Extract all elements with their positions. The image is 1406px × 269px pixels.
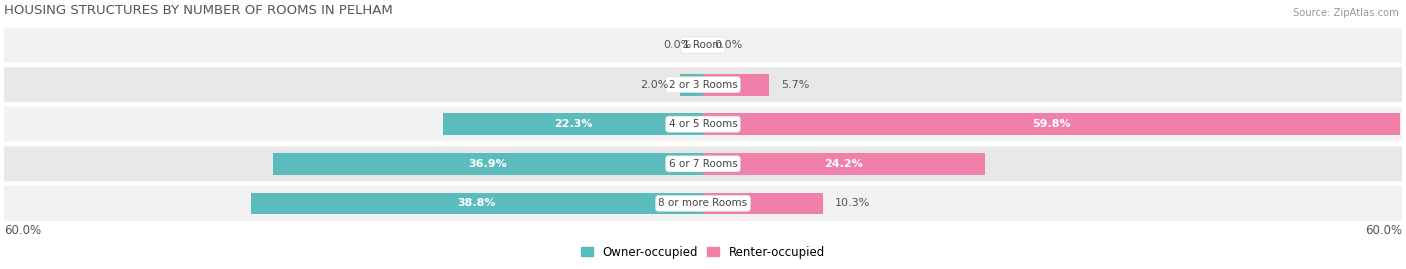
- Bar: [252, 193, 703, 214]
- Bar: [703, 153, 984, 175]
- Text: 59.8%: 59.8%: [1032, 119, 1070, 129]
- Text: 0.0%: 0.0%: [664, 40, 692, 50]
- Text: 8 or more Rooms: 8 or more Rooms: [658, 199, 748, 208]
- Text: 60.0%: 60.0%: [1365, 224, 1402, 237]
- FancyBboxPatch shape: [4, 28, 1402, 62]
- Text: 0.0%: 0.0%: [714, 40, 742, 50]
- Text: 24.2%: 24.2%: [824, 159, 863, 169]
- Legend: Owner-occupied, Renter-occupied: Owner-occupied, Renter-occupied: [576, 241, 830, 264]
- Text: 38.8%: 38.8%: [458, 199, 496, 208]
- Text: 5.7%: 5.7%: [782, 80, 810, 90]
- FancyBboxPatch shape: [4, 146, 1402, 181]
- Text: 36.9%: 36.9%: [468, 159, 508, 169]
- Text: HOUSING STRUCTURES BY NUMBER OF ROOMS IN PELHAM: HOUSING STRUCTURES BY NUMBER OF ROOMS IN…: [4, 4, 392, 17]
- Text: 2 or 3 Rooms: 2 or 3 Rooms: [669, 80, 737, 90]
- Text: 10.3%: 10.3%: [835, 199, 870, 208]
- FancyBboxPatch shape: [4, 67, 1402, 102]
- Text: 2.0%: 2.0%: [640, 80, 668, 90]
- FancyBboxPatch shape: [4, 107, 1402, 142]
- Bar: [703, 74, 769, 95]
- Bar: [703, 193, 823, 214]
- Text: 6 or 7 Rooms: 6 or 7 Rooms: [669, 159, 737, 169]
- Text: 22.3%: 22.3%: [554, 119, 592, 129]
- Bar: [273, 153, 703, 175]
- Bar: [679, 74, 703, 95]
- Bar: [443, 113, 703, 135]
- Text: Source: ZipAtlas.com: Source: ZipAtlas.com: [1294, 8, 1399, 18]
- Text: 4 or 5 Rooms: 4 or 5 Rooms: [669, 119, 737, 129]
- Text: 1 Room: 1 Room: [683, 40, 723, 50]
- FancyBboxPatch shape: [4, 186, 1402, 221]
- Text: 60.0%: 60.0%: [4, 224, 41, 237]
- Bar: [703, 113, 1399, 135]
